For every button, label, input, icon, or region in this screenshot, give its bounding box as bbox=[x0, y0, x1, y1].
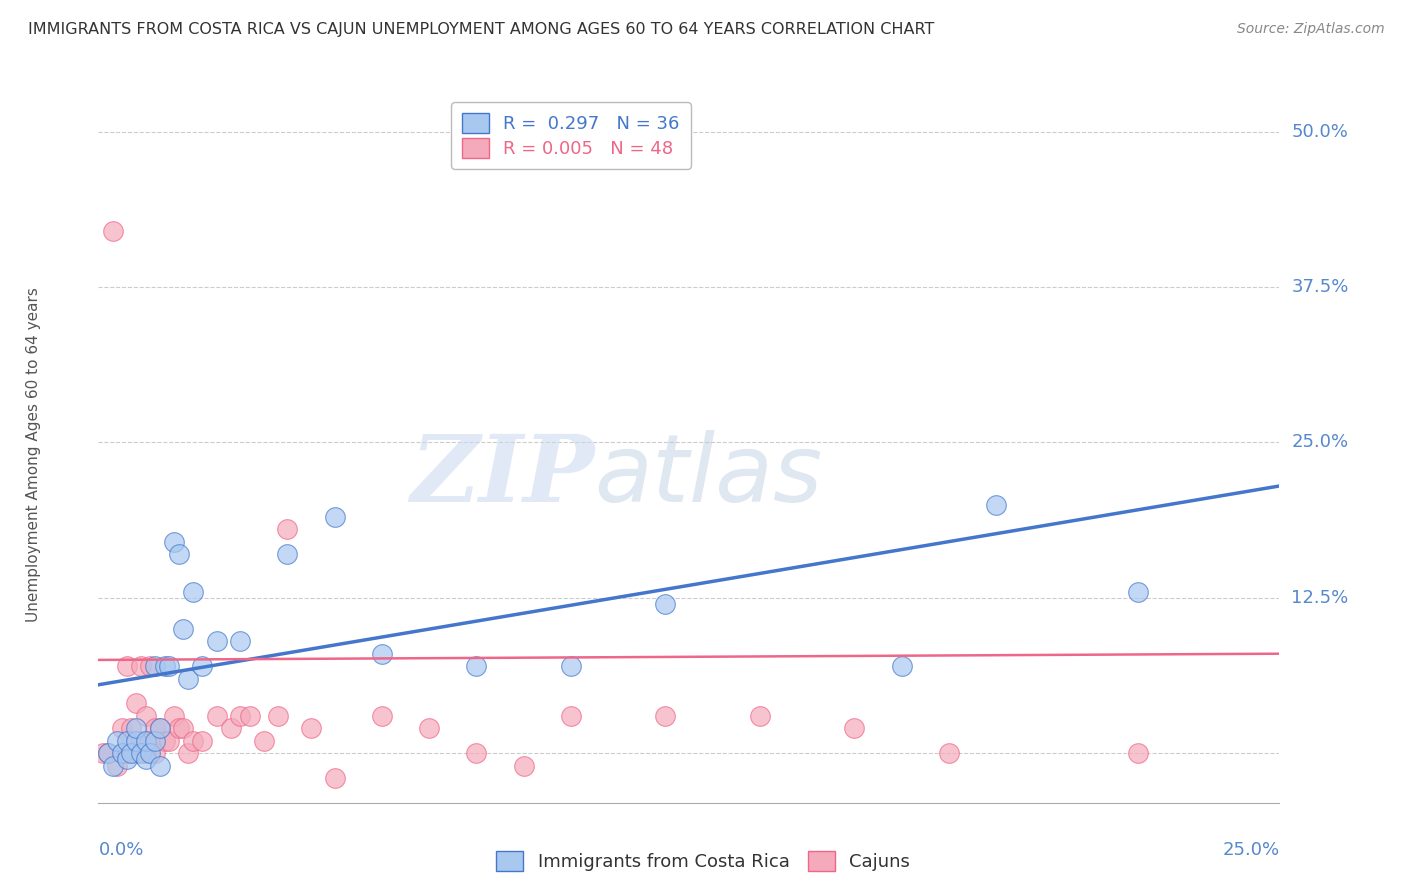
Point bbox=[149, 721, 172, 735]
Point bbox=[115, 733, 138, 747]
Legend: Immigrants from Costa Rica, Cajuns: Immigrants from Costa Rica, Cajuns bbox=[489, 844, 917, 879]
Point bbox=[219, 721, 242, 735]
Point bbox=[181, 584, 204, 599]
Point bbox=[135, 752, 157, 766]
Point bbox=[135, 708, 157, 723]
Point bbox=[323, 771, 346, 785]
Point bbox=[229, 634, 252, 648]
Point bbox=[149, 758, 172, 772]
Point bbox=[143, 721, 166, 735]
Point bbox=[465, 746, 488, 760]
Point bbox=[135, 746, 157, 760]
Point bbox=[323, 510, 346, 524]
Text: 25.0%: 25.0% bbox=[1222, 841, 1279, 859]
Point bbox=[267, 708, 290, 723]
Point bbox=[111, 721, 134, 735]
Point bbox=[115, 746, 138, 760]
Text: 37.5%: 37.5% bbox=[1291, 278, 1348, 296]
Point bbox=[276, 547, 298, 561]
Point bbox=[121, 746, 143, 760]
Point bbox=[299, 721, 322, 735]
Point bbox=[115, 752, 138, 766]
Point bbox=[143, 733, 166, 747]
Point bbox=[167, 547, 190, 561]
Point bbox=[129, 659, 152, 673]
Point bbox=[129, 733, 152, 747]
Text: ZIP: ZIP bbox=[411, 431, 595, 521]
Point bbox=[101, 224, 124, 238]
Point bbox=[984, 498, 1007, 512]
Point bbox=[654, 708, 676, 723]
Point bbox=[111, 746, 134, 760]
Point bbox=[239, 708, 262, 723]
Point bbox=[139, 733, 162, 747]
Point bbox=[890, 659, 912, 673]
Point bbox=[371, 647, 394, 661]
Point bbox=[135, 733, 157, 747]
Point bbox=[1126, 584, 1149, 599]
Point bbox=[844, 721, 866, 735]
Point bbox=[560, 659, 582, 673]
Text: atlas: atlas bbox=[595, 430, 823, 521]
Point bbox=[276, 523, 298, 537]
Point bbox=[157, 733, 180, 747]
Point bbox=[97, 746, 120, 760]
Point bbox=[153, 659, 176, 673]
Point bbox=[149, 721, 172, 735]
Point bbox=[748, 708, 770, 723]
Point bbox=[91, 746, 114, 760]
Legend: R =  0.297   N = 36, R = 0.005   N = 48: R = 0.297 N = 36, R = 0.005 N = 48 bbox=[451, 103, 690, 169]
Point bbox=[938, 746, 960, 760]
Point bbox=[125, 721, 148, 735]
Point bbox=[229, 708, 252, 723]
Point bbox=[172, 622, 194, 636]
Point bbox=[465, 659, 488, 673]
Point bbox=[121, 721, 143, 735]
Text: 50.0%: 50.0% bbox=[1291, 123, 1348, 141]
Point bbox=[177, 672, 200, 686]
Point bbox=[139, 746, 162, 760]
Text: 25.0%: 25.0% bbox=[1291, 434, 1348, 451]
Point bbox=[418, 721, 440, 735]
Text: Unemployment Among Ages 60 to 64 years: Unemployment Among Ages 60 to 64 years bbox=[25, 287, 41, 623]
Point bbox=[371, 708, 394, 723]
Point bbox=[157, 659, 180, 673]
Point bbox=[163, 534, 186, 549]
Point bbox=[139, 659, 162, 673]
Point bbox=[143, 746, 166, 760]
Point bbox=[101, 758, 124, 772]
Point bbox=[129, 746, 152, 760]
Point bbox=[560, 708, 582, 723]
Text: Source: ZipAtlas.com: Source: ZipAtlas.com bbox=[1237, 22, 1385, 37]
Point bbox=[654, 597, 676, 611]
Text: 12.5%: 12.5% bbox=[1291, 589, 1348, 607]
Point bbox=[105, 733, 128, 747]
Point bbox=[143, 659, 166, 673]
Point bbox=[125, 697, 148, 711]
Point bbox=[105, 758, 128, 772]
Point bbox=[177, 746, 200, 760]
Point bbox=[163, 708, 186, 723]
Point bbox=[111, 746, 134, 760]
Point bbox=[153, 733, 176, 747]
Text: 0.0%: 0.0% bbox=[98, 841, 143, 859]
Point bbox=[115, 659, 138, 673]
Point bbox=[191, 733, 214, 747]
Point bbox=[181, 733, 204, 747]
Point bbox=[205, 634, 228, 648]
Text: IMMIGRANTS FROM COSTA RICA VS CAJUN UNEMPLOYMENT AMONG AGES 60 TO 64 YEARS CORRE: IMMIGRANTS FROM COSTA RICA VS CAJUN UNEM… bbox=[28, 22, 935, 37]
Point bbox=[253, 733, 276, 747]
Point bbox=[191, 659, 214, 673]
Point bbox=[125, 733, 148, 747]
Point bbox=[125, 746, 148, 760]
Point bbox=[205, 708, 228, 723]
Point bbox=[172, 721, 194, 735]
Point bbox=[1126, 746, 1149, 760]
Point bbox=[121, 733, 143, 747]
Point bbox=[512, 758, 534, 772]
Point bbox=[167, 721, 190, 735]
Point bbox=[97, 746, 120, 760]
